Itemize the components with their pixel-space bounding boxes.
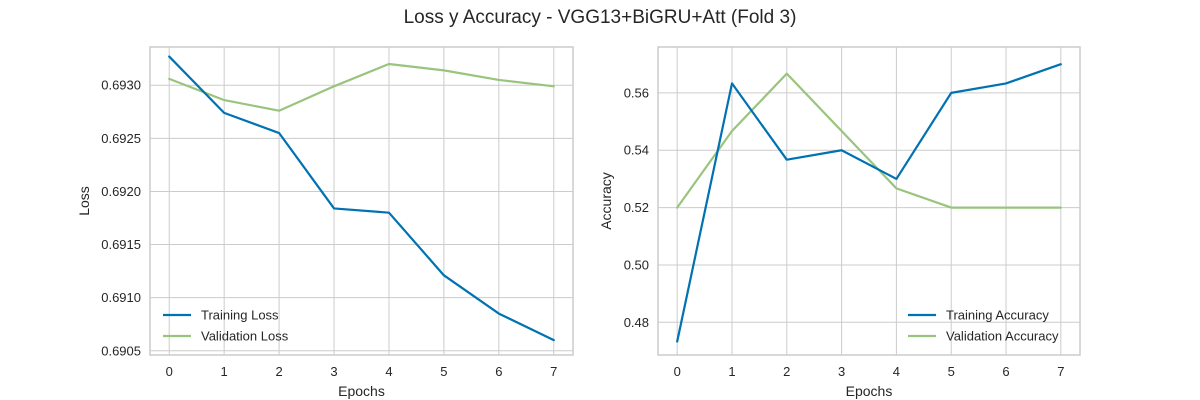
loss-y-tick-label: 0.6910 — [101, 290, 141, 305]
accuracy-series-training-line — [676, 63, 1062, 343]
accuracy-x-tick-label: 2 — [783, 364, 790, 379]
loss-x-tick-label: 2 — [275, 364, 282, 379]
loss-x-tick-label: 7 — [550, 364, 557, 379]
loss-y-axis-label: Loss — [76, 186, 92, 216]
accuracy-x-tick-label: 6 — [1002, 364, 1009, 379]
loss-x-axis-label: Epochs — [338, 383, 385, 399]
accuracy-series-validation-line — [676, 72, 1062, 209]
loss-panel: 0 1 2 3 4 5 6 7 0.6905 0.6910 0.6915 0.6920 0.6925 0.… — [76, 46, 574, 399]
loss-y-tick-label: 0.6920 — [101, 184, 141, 199]
accuracy-x-tick-label: 5 — [948, 364, 955, 379]
accuracy-x-tick-label: 0 — [674, 364, 681, 379]
loss-x-tick-label: 4 — [385, 364, 392, 379]
loss-x-tick-label: 0 — [166, 364, 173, 379]
loss-x-tick-label: 3 — [330, 364, 337, 379]
accuracy-y-tick-label: 0.52 — [624, 200, 649, 215]
accuracy-x-tick-label: 3 — [838, 364, 845, 379]
loss-x-tick-label: 1 — [221, 364, 228, 379]
accuracy-x-tick-label: 4 — [893, 364, 900, 379]
accuracy-y-axis-label: Accuracy — [598, 172, 614, 230]
loss-y-tick-label: 0.6930 — [101, 78, 141, 93]
accuracy-y-tick-label: 0.50 — [624, 257, 649, 272]
accuracy-panel: 0 1 2 3 4 5 6 7 0.48 0.50 0.52 0.54 0.56 Epochs Accura… — [598, 46, 1081, 399]
accuracy-x-tick-label: 7 — [1057, 364, 1064, 379]
loss-legend-label-training: Training Loss — [201, 308, 279, 323]
accuracy-legend-label-validation: Validation Accuracy — [946, 329, 1059, 344]
loss-axes-frame — [149, 46, 574, 356]
loss-series-validation-line — [168, 62, 555, 112]
accuracy-y-tick-label: 0.54 — [624, 143, 649, 158]
loss-y-tick-label: 0.6905 — [101, 343, 141, 358]
accuracy-x-axis-label: Epochs — [846, 383, 893, 399]
loss-y-tick-label: 0.6915 — [101, 237, 141, 252]
loss-legend-label-validation: Validation Loss — [201, 329, 289, 344]
loss-x-tick-label: 6 — [495, 364, 502, 379]
accuracy-y-tick-label: 0.56 — [624, 85, 649, 100]
figure-suptitle: Loss y Accuracy - VGG13+BiGRU+Att (Fold … — [404, 7, 797, 28]
accuracy-y-tick-label: 0.48 — [624, 315, 649, 330]
loss-series-training-line — [168, 55, 555, 342]
accuracy-axes-frame — [657, 46, 1081, 356]
loss-y-tick-label: 0.6925 — [101, 131, 141, 146]
loss-x-tick-label: 5 — [440, 364, 447, 379]
accuracy-x-tick-label: 1 — [728, 364, 735, 379]
accuracy-legend-label-training: Training Accuracy — [946, 308, 1049, 323]
